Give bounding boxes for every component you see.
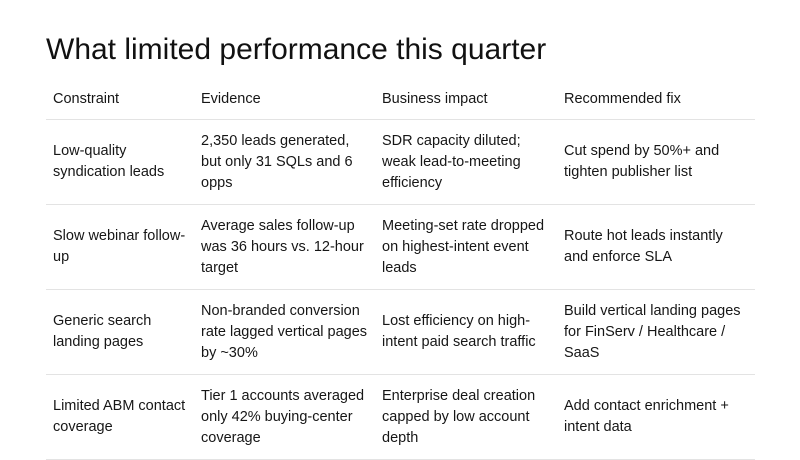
slide-title: What limited performance this quarter xyxy=(46,33,547,66)
table-cell: Non-branded conversion rate lagged verti… xyxy=(194,289,375,375)
table-cell: Route hot leads instantly and enforce SL… xyxy=(557,204,755,290)
table-cell: Low-quality syndication leads xyxy=(46,119,194,205)
column-header: Recommended fix xyxy=(557,80,755,120)
table-cell: Lost efficiency on high-intent paid sear… xyxy=(375,289,557,375)
table-cell: Add contact enrichment + intent data xyxy=(557,374,755,460)
slide: What limited performance this quarter Co… xyxy=(46,33,755,460)
table-cell: Limited ABM contact coverage xyxy=(46,374,194,460)
table-cell: Build vertical landing pages for FinServ… xyxy=(557,289,755,375)
table-cell: Meeting-set rate dropped on highest-inte… xyxy=(375,204,557,290)
table-cell: Slow webinar follow-up xyxy=(46,204,194,290)
table-row: Slow webinar follow-up Average sales foll… xyxy=(46,204,755,290)
table-cell: Tier 1 accounts averaged only 42% buying… xyxy=(194,374,375,460)
table-cell: SDR capacity diluted; weak lead-to-meeti… xyxy=(375,119,557,205)
table-cell: 2,350 leads generated, but only 31 SQLs … xyxy=(194,119,375,205)
constraints-table: Constraint Evidence Business impact Recomme… xyxy=(46,80,755,460)
column-header: Constraint xyxy=(46,80,194,120)
header-row: Constraint Evidence Business impact Recomme… xyxy=(46,80,755,120)
column-header: Evidence xyxy=(194,80,375,120)
table-body: Low-quality syndication leads 2,350 leads… xyxy=(46,119,755,460)
table-cell: Enterprise deal creation capped by low a… xyxy=(375,374,557,460)
table-cell: Cut spend by 50%+ and tighten publisher … xyxy=(557,119,755,205)
table-cell: Generic search landing pages xyxy=(46,289,194,375)
column-header: Business impact xyxy=(375,80,557,120)
table-cell: Average sales follow-up was 36 hours vs.… xyxy=(194,204,375,290)
table-row: Generic search landing pages Non-branded … xyxy=(46,289,755,375)
table-row: Low-quality syndication leads 2,350 leads… xyxy=(46,119,755,205)
table-row: Limited ABM contact coverage Tier 1 accou… xyxy=(46,374,755,460)
table-head: Constraint Evidence Business impact Recomme… xyxy=(46,80,755,120)
